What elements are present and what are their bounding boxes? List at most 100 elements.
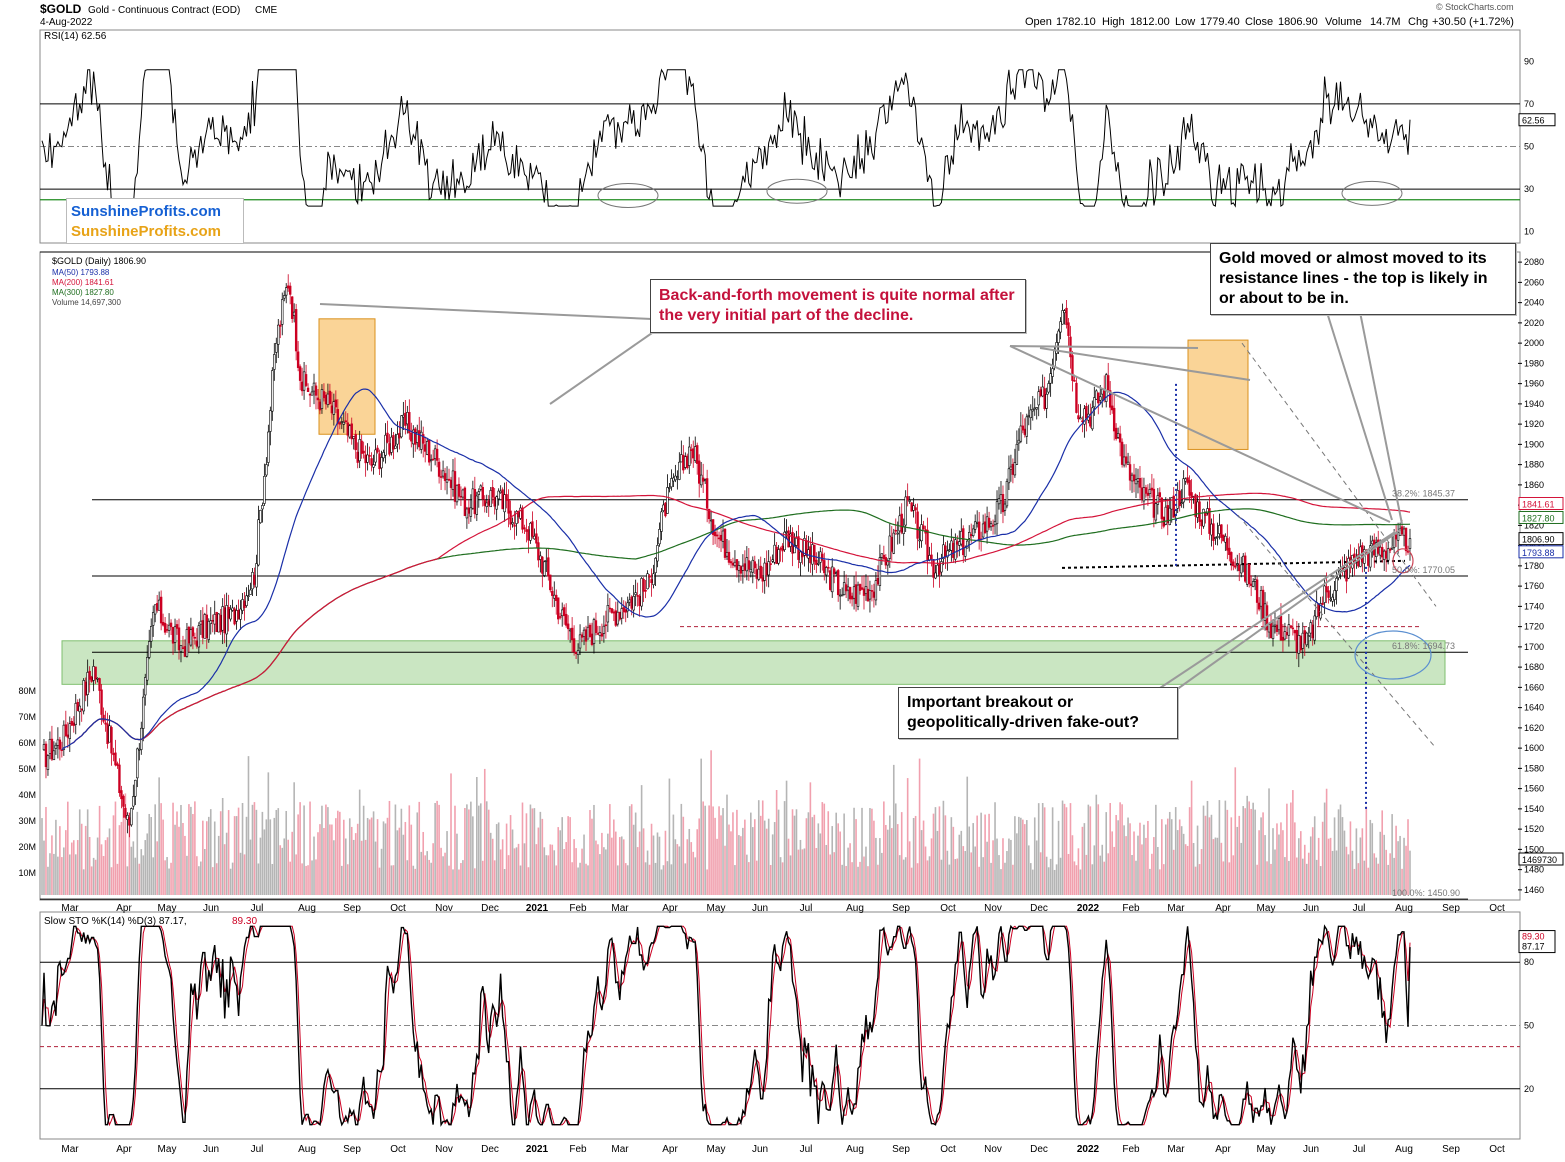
volume-bar	[1123, 825, 1125, 895]
volume-tick-label: 40M	[18, 790, 36, 800]
price-tick-label: 1580	[1524, 763, 1544, 773]
candle-body	[699, 474, 703, 486]
pointer-line	[319, 303, 653, 320]
volume-bar	[867, 866, 869, 895]
volume-bar	[1022, 819, 1024, 895]
volume-bar	[416, 812, 419, 895]
candle-body	[715, 534, 719, 537]
candle-body	[872, 591, 876, 598]
close-value: 1806.90	[1278, 16, 1318, 28]
candle-body	[475, 495, 479, 515]
volume-bar	[493, 860, 496, 895]
candle-body	[320, 389, 324, 409]
candle-body	[437, 461, 441, 477]
volume-bar	[1353, 868, 1356, 895]
volume-bar	[1395, 825, 1397, 895]
candle-body	[1035, 407, 1038, 410]
volume-bar	[1270, 863, 1272, 895]
volume-bar	[491, 838, 494, 895]
volume-bar	[454, 805, 456, 895]
x-tick-label-price: Jun	[1303, 903, 1319, 914]
candle-body	[918, 539, 921, 542]
candle-body	[1335, 578, 1338, 592]
volume-bar	[442, 856, 444, 895]
x-tick-label-price: Nov	[984, 903, 1002, 914]
volume-bar	[325, 804, 327, 895]
candle-body	[221, 606, 224, 631]
volume-bar	[1093, 845, 1096, 895]
candle-body	[110, 727, 113, 754]
candle-body	[463, 487, 467, 516]
candle-body	[245, 595, 248, 606]
volume-bar	[1226, 809, 1229, 895]
volume-bar	[1170, 819, 1173, 895]
volume-bar	[1043, 807, 1046, 895]
x-tick-label-stochastic: Jul	[251, 1144, 264, 1155]
volume-bar	[307, 865, 309, 895]
price-tick-label: 1460	[1524, 885, 1544, 895]
volume-bar	[420, 851, 423, 895]
candle-body	[435, 448, 439, 461]
right-value-label: 1793.88	[1522, 548, 1555, 558]
candle-body	[148, 641, 151, 658]
candle-body	[193, 636, 197, 639]
volume-bar	[188, 804, 190, 895]
volume-bar	[726, 794, 728, 895]
target-ellipse	[1354, 630, 1432, 680]
candle-body	[775, 546, 778, 564]
candle-body	[1273, 624, 1277, 627]
rsi-ellipse	[1341, 180, 1403, 206]
volume-bar	[1018, 816, 1020, 895]
volume-bar	[634, 812, 637, 895]
candle-body	[880, 553, 884, 558]
volume-bar	[974, 846, 976, 895]
volume-bar	[1008, 838, 1010, 895]
volume-bar	[682, 816, 685, 895]
volume-bar	[1063, 803, 1066, 895]
candle-body	[934, 572, 937, 579]
volume-bar	[1085, 854, 1088, 895]
price-tick-label: 2040	[1524, 298, 1544, 308]
volume-bar	[1184, 844, 1187, 895]
volume-bar	[446, 831, 448, 895]
volume-bar	[811, 817, 814, 895]
candle-body	[932, 559, 935, 578]
x-tick-label-price: May	[1257, 903, 1276, 914]
candle-body	[155, 603, 159, 611]
candle-body	[1132, 474, 1136, 482]
volume-bar	[313, 836, 315, 895]
volume-bar	[168, 868, 170, 895]
volume-bar	[41, 818, 43, 895]
candle-body	[966, 540, 969, 549]
volume-bar	[908, 841, 911, 895]
candle-body	[652, 573, 655, 586]
volume-bar	[1103, 861, 1106, 895]
price-tick-label: 1620	[1524, 723, 1544, 733]
volume-bar	[1252, 802, 1254, 895]
volume-bar	[317, 832, 319, 895]
candle-body	[1382, 550, 1386, 560]
volume-bar	[329, 824, 331, 895]
callout-back-and-forth-text: Back-and-forth movement is quite normal …	[659, 287, 1015, 324]
callout-back-and-forth: Back-and-forth movement is quite normal …	[650, 279, 1026, 333]
candle-body	[537, 542, 540, 561]
candle-body	[781, 545, 784, 552]
candle-body	[759, 565, 762, 579]
volume-bar	[1186, 845, 1189, 895]
candle-body	[1247, 563, 1251, 585]
candle-body	[1394, 534, 1398, 540]
volume-bar	[700, 758, 702, 895]
candle-body	[560, 609, 564, 617]
candle-body	[76, 701, 79, 711]
volume-bar	[333, 840, 335, 895]
candle-body	[515, 511, 518, 524]
stochastic-legend: Slow STO %K(14) %D(3) 87.17,	[44, 916, 187, 927]
candle-body	[719, 534, 723, 541]
candle-body	[235, 610, 238, 622]
candle-body	[237, 609, 240, 620]
candle-body	[725, 552, 729, 557]
volume-bar	[1305, 863, 1308, 895]
volume-bar	[1345, 846, 1348, 895]
volume-bar	[142, 855, 145, 895]
